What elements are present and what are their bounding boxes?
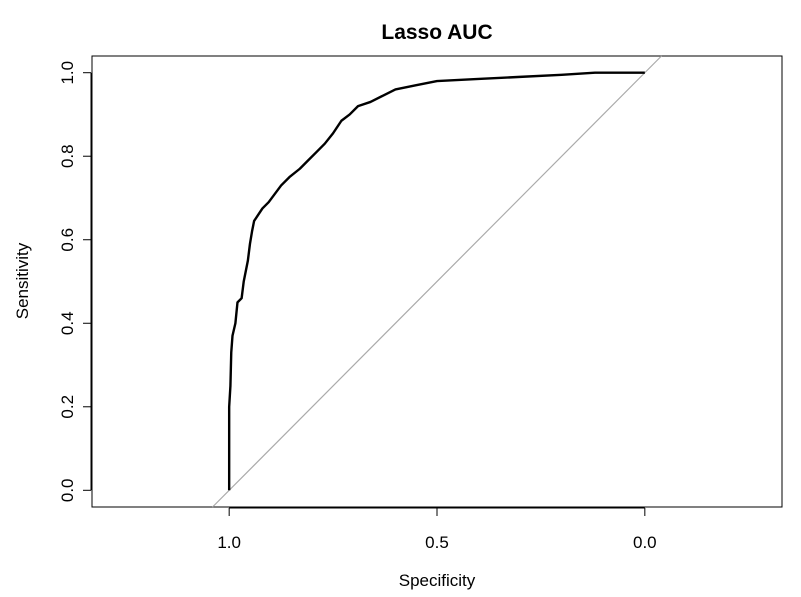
x-tick-label: 0.0: [633, 533, 657, 552]
y-tick-label: 0.8: [58, 144, 77, 168]
chart-title: Lasso AUC: [381, 21, 492, 44]
reference-diagonal-line: [212, 55, 662, 508]
x-tick-label: 1.0: [217, 533, 241, 552]
y-tick-label: 0.4: [58, 311, 77, 335]
y-axis: 0.0 0.2 0.4 0.6 0.8 1.0: [58, 61, 92, 502]
roc-curve-series: [227, 71, 645, 491]
y-tick-label: 0.6: [58, 228, 77, 252]
y-tick-label: 0.0: [58, 478, 77, 502]
y-tick-label: 1.0: [58, 61, 77, 85]
x-axis: 1.0 0.5 0.0: [217, 507, 657, 552]
x-tick-label: 0.5: [425, 533, 449, 552]
y-axis-label: Sensitivity: [13, 242, 32, 319]
plot-frame: [91, 55, 783, 508]
x-axis-label: Specificity: [399, 571, 476, 590]
y-tick-label: 0.2: [58, 395, 77, 419]
